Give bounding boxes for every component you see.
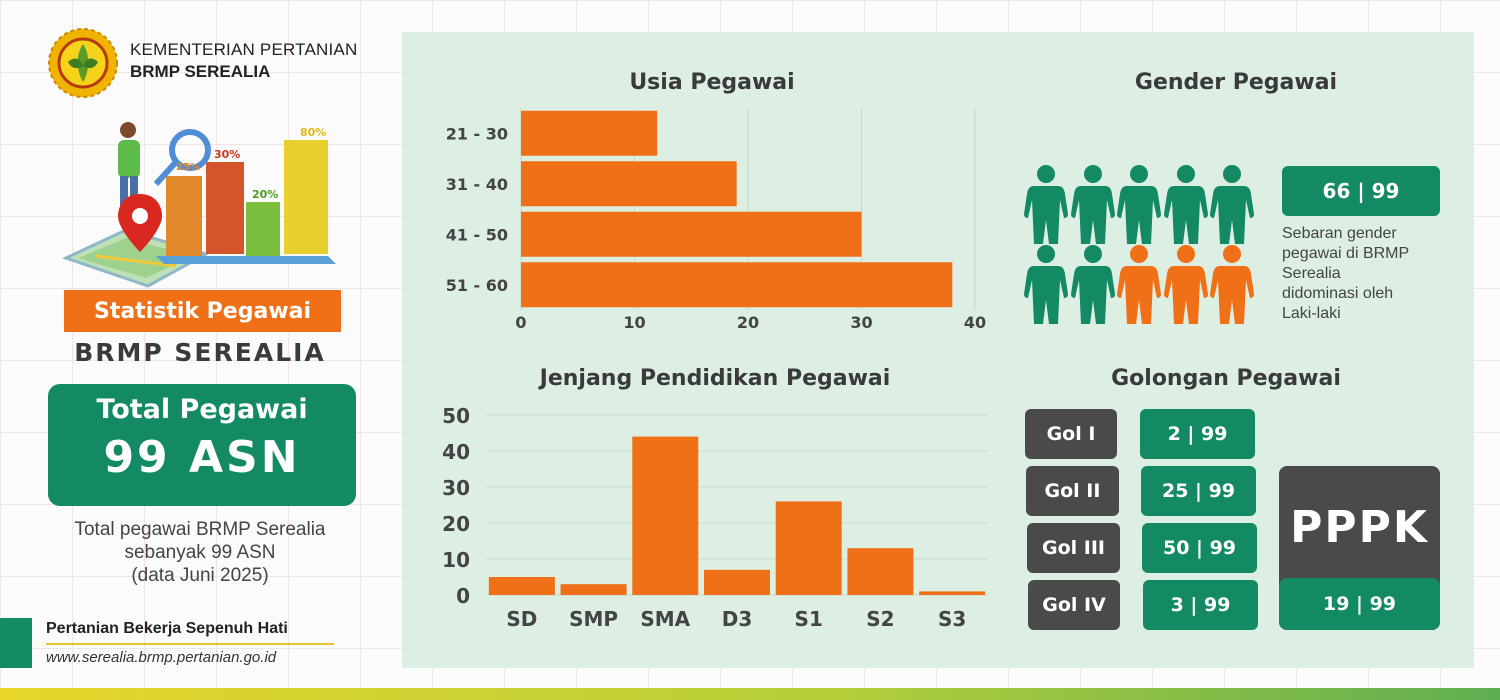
pendidikan-chart-title: Jenjang Pendidikan Pegawai [539,366,891,391]
edu-category-label: D3 [722,607,753,631]
total-desc-line: (data Juni 2025) [131,565,269,586]
org-name-line2: BRMP SEREALIA [130,62,271,81]
usia-category-label: 51 - 60 [446,276,508,295]
male-person-icon [1117,165,1161,244]
illus-label-4: 80% [300,126,326,139]
edu-category-label: S1 [795,607,823,631]
edu-bar [560,584,627,595]
gol-3-value: 50 | 99 [1142,523,1257,573]
usia-tick-label: 0 [515,313,526,332]
gol-4-value: 3 | 99 [1143,580,1258,630]
edu-bar [775,501,842,595]
gender-desc-line: Laki-laki [1282,305,1341,322]
gender-desc-line: Serealia [1282,265,1341,282]
edu-bar [488,577,555,595]
gender-desc-line: didominasi oleh [1282,285,1394,302]
illus-label-3: 20% [252,188,278,201]
total-title: Total Pegawai [96,394,308,425]
usia-tick-label: 20 [737,313,759,332]
male-person-icon [1024,165,1068,244]
edu-category-label: SD [506,607,537,631]
gender-desc-line: pegawai di BRMP [1282,245,1410,262]
edu-tick-label: 0 [456,584,470,608]
edu-category-label: SMP [569,607,618,631]
usia-bar [521,211,862,257]
illus-label-2: 30% [214,148,240,161]
edu-category-label: S3 [938,607,966,631]
gol-4-label: Gol IV [1028,580,1120,630]
edu-tick-label: 50 [442,404,470,428]
edu-bar [919,591,986,595]
edu-tick-label: 30 [442,476,470,500]
usia-category-label: 21 - 30 [446,124,508,143]
total-desc-line: Total pegawai BRMP Serealia [74,519,326,540]
edu-bar [704,569,770,595]
usia-tick-label: 30 [850,313,872,332]
brand-subtitle: BRMP SEREALIA [74,338,326,367]
edu-tick-label: 10 [442,548,470,572]
total-employee-card: Total Pegawai 99 ASN [48,384,356,506]
gol-2-value: 25 | 99 [1141,466,1256,516]
tagline: Pertanian Bekerja Sepenuh Hati [46,620,288,637]
usia-bar [521,110,658,156]
edu-bar [632,436,699,595]
total-desc-line: sebanyak 99 ASN [124,542,276,563]
footer-accent [0,618,32,668]
edu-tick-label: 40 [442,440,470,464]
usia-category-label: 31 - 40 [446,175,508,194]
female-person-icon [1117,245,1161,324]
usia-chart-title: Usia Pegawai [629,70,795,95]
golongan-title: Golongan Pegawai [1111,366,1341,391]
female-person-icon [1163,245,1208,324]
statistik-banner: Statistik Pegawai [64,290,341,332]
male-person-icon [1070,165,1115,244]
website-link[interactable]: www.serealia.brmp.pertanian.go.id [46,649,277,666]
edu-category-label: SMA [640,607,690,631]
edu-tick-label: 20 [442,512,470,536]
pppk-card: PPPK 19 | 99 [1279,466,1440,630]
illus-label-1: 25% [176,162,200,173]
pppk-label: PPPK [1290,502,1429,553]
statistics-illustration: 25% 30% 20% 80% [61,122,336,288]
bottom-gradient-bar [0,688,1500,700]
edu-bar [847,548,914,595]
gender-description: Sebaran gender pegawai di BRMP Serealia … [1282,224,1442,324]
ministry-logo [48,28,118,98]
gol-3-label: Gol III [1027,523,1120,573]
total-description: Total pegawai BRMP Serealia sebanyak 99 … [40,518,360,587]
usia-bar-chart: 0 10 20 30 40 21 - 30 31 - 40 41 - 50 51 - 60 [446,108,986,332]
male-person-icon [1163,165,1208,244]
usia-bar [521,262,953,308]
gol-1-label: Gol I [1025,409,1117,459]
female-person-icon [1210,245,1254,324]
gol-2-label: Gol II [1026,466,1119,516]
gender-desc-line: Sebaran gender [1282,225,1397,242]
pendidikan-bar-chart: 0 10 20 30 40 50 SD SMP SMA D3 S1 S2 S3 [442,404,988,631]
gender-ratio-badge: 66 | 99 [1282,166,1440,216]
tagline-divider [46,643,334,645]
usia-bar [521,161,737,207]
male-person-icon [1070,245,1115,324]
male-person-icon [1210,165,1254,244]
gender-title: Gender Pegawai [1134,70,1338,95]
pppk-value: 19 | 99 [1279,578,1440,630]
gol-1-value: 2 | 99 [1140,409,1255,459]
org-name-line1: KEMENTERIAN PERTANIAN [130,40,358,59]
edu-category-label: S2 [866,607,894,631]
male-person-icon [1024,245,1068,324]
usia-tick-label: 40 [964,313,986,332]
total-value: 99 ASN [103,432,301,483]
usia-tick-label: 10 [623,313,645,332]
usia-category-label: 41 - 50 [446,225,508,244]
